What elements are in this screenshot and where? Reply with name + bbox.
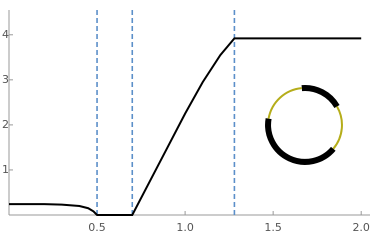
x-tick-label: 1.0 [176, 221, 194, 234]
y-tick-label: 4 [2, 28, 9, 41]
y-tick-label: 1 [2, 163, 9, 176]
y-tick-label: 3 [2, 73, 9, 86]
x-tick-label: 1.5 [264, 221, 282, 234]
x-tick-label: 0.5 [88, 221, 106, 234]
x-tick-label: 2.0 [352, 221, 370, 234]
ring-arc [332, 106, 343, 150]
ring-arc [267, 87, 302, 119]
y-tick-label: 2 [2, 118, 9, 131]
data-line [9, 37, 362, 216]
inset-ring [265, 84, 343, 165]
ring-arc [265, 118, 336, 165]
ring-arc [301, 84, 340, 109]
